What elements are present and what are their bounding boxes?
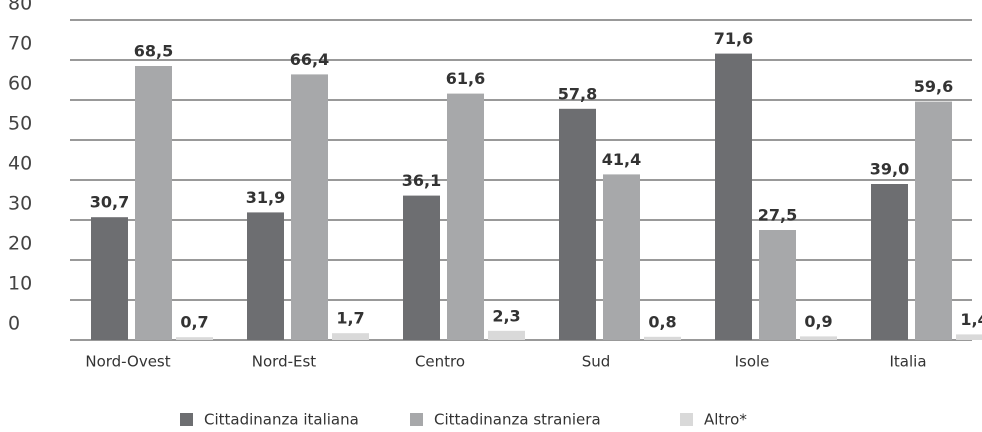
value-label: 31,9	[246, 188, 285, 207]
y-tick-label: 60	[8, 73, 32, 95]
bar	[91, 217, 128, 340]
legend-swatch	[410, 413, 423, 426]
bar	[135, 66, 172, 340]
value-label: 57,8	[558, 84, 597, 103]
bar	[559, 108, 596, 340]
bar	[644, 336, 681, 340]
x-tick-label: Nord-Ovest	[85, 353, 170, 371]
value-label: 2,3	[492, 306, 520, 325]
x-tick-label: Nord-Est	[252, 353, 317, 371]
value-label: 61,6	[446, 69, 485, 88]
bar	[956, 334, 982, 340]
legend-swatch	[680, 413, 693, 426]
y-tick-label: 20	[8, 233, 32, 255]
bar	[447, 93, 484, 340]
legend-label: Altro*	[704, 411, 747, 429]
y-tick-label: 40	[8, 153, 32, 175]
value-label: 0,8	[648, 312, 676, 331]
x-tick-label: Italia	[889, 353, 926, 371]
bar	[247, 212, 284, 340]
bar	[488, 330, 525, 340]
bar	[915, 101, 952, 340]
value-label: 71,6	[714, 29, 753, 48]
value-label: 0,9	[804, 312, 832, 331]
value-label: 30,7	[90, 193, 129, 212]
value-label: 41,4	[602, 150, 641, 169]
bar	[603, 174, 640, 340]
value-label: 68,5	[134, 42, 173, 61]
bar	[291, 74, 328, 341]
bar	[403, 195, 440, 340]
value-label: 1,4	[960, 310, 982, 329]
legend-swatch	[180, 413, 193, 426]
x-tick-label: Isole	[735, 353, 770, 371]
value-label: 59,6	[914, 77, 953, 96]
y-tick-label: 50	[8, 113, 32, 135]
value-label: 36,1	[402, 171, 441, 190]
value-label: 1,7	[336, 309, 364, 328]
y-tick-label: 80	[8, 0, 32, 15]
y-tick-label: 0	[8, 313, 20, 335]
y-tick-label: 70	[8, 33, 32, 55]
value-label: 27,5	[758, 206, 797, 225]
legend-label: Cittadinanza italiana	[204, 411, 359, 429]
bar	[759, 230, 796, 340]
bar	[332, 333, 369, 340]
bar	[800, 336, 837, 340]
value-label: 0,7	[180, 313, 208, 332]
y-tick-label: 10	[8, 273, 32, 295]
bar	[715, 53, 752, 340]
x-tick-label: Centro	[415, 353, 465, 371]
bar	[176, 337, 213, 340]
x-tick-label: Sud	[582, 353, 611, 371]
bar	[871, 184, 908, 340]
value-label: 66,4	[290, 50, 329, 69]
y-tick-label: 30	[8, 193, 32, 215]
value-label: 39,0	[870, 160, 909, 179]
legend-label: Cittadinanza straniera	[434, 411, 601, 429]
